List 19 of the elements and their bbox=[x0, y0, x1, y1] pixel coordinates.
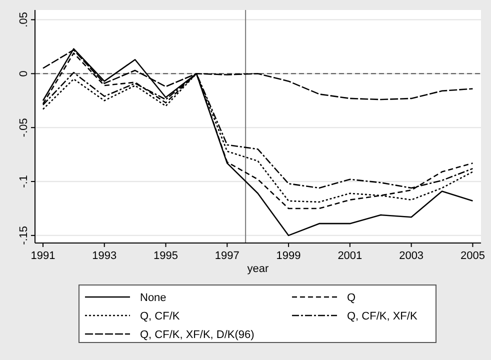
x-tick-label: 1995 bbox=[154, 250, 178, 262]
x-tick-label: 1991 bbox=[30, 250, 56, 262]
y-tick-label: .05 bbox=[18, 12, 30, 28]
x-tick-label: 2001 bbox=[338, 250, 362, 262]
legend-label: Q bbox=[347, 292, 356, 304]
y-tick-label: -.15 bbox=[18, 226, 30, 245]
legend-label: None bbox=[140, 292, 166, 304]
legend-label: Q, CF/K bbox=[140, 310, 180, 322]
x-tick-label: 2003 bbox=[399, 250, 424, 262]
x-tick-label: 2005 bbox=[460, 250, 485, 262]
x-tick-label: 1993 bbox=[92, 250, 117, 262]
x-tick-label: 1999 bbox=[276, 250, 301, 262]
x-axis-title: year bbox=[247, 263, 270, 275]
x-tick-label: 1997 bbox=[214, 250, 240, 262]
legend-label: Q, CF/K, XF/K bbox=[347, 310, 418, 322]
y-tick-label: -.05 bbox=[18, 118, 30, 138]
legend-label: Q, CF/K, XF/K, D/K(96) bbox=[140, 329, 254, 341]
y-tick-label: -.1 bbox=[18, 175, 30, 188]
y-tick-label: 0 bbox=[18, 70, 30, 77]
